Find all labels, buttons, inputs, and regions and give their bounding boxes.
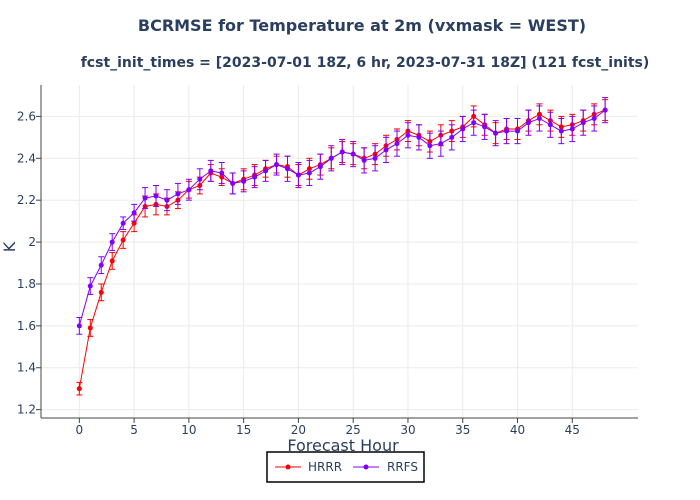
y-tick-label: 1.8 [17,277,36,291]
data-point-rrfs [109,239,115,245]
data-point-rrfs [536,116,542,122]
y-tick-label: 1.2 [17,403,36,417]
data-point-rrfs [317,164,323,170]
x-tick-label: 25 [346,423,361,437]
data-point-rrfs [372,155,378,161]
data-point-rrfs [591,116,597,122]
data-point-rrfs [515,128,521,134]
data-point-rrfs [241,178,247,184]
data-point-rrfs [164,197,170,203]
y-tick-label: 1.6 [17,319,36,333]
data-point-rrfs [295,172,301,178]
y-tick-labels: 1.2 1.4 1.6 1.8 2 2.2 2.4 2.6 [17,109,41,417]
data-point-rrfs [405,132,411,138]
x-tick-label: 30 [400,423,415,437]
data-point-hrrr [131,220,137,226]
y-tick-label: 1.4 [17,361,36,375]
legend-hrrr-marker [285,464,291,470]
data-point-rrfs [416,134,422,140]
x-tick-label: 40 [510,423,525,437]
data-point-rrfs [230,180,236,186]
gridlines [41,85,638,418]
data-point-rrfs [131,210,137,216]
data-point-rrfs [438,141,444,147]
data-point-rrfs [120,220,126,226]
data-point-rrfs [504,128,510,134]
data-point-rrfs [98,262,104,268]
data-point-rrfs [263,168,269,174]
data-point-rrfs [394,141,400,147]
data-point-rrfs [558,128,564,134]
data-point-hrrr [109,258,115,264]
y-axis-label: K [0,241,19,252]
x-tick-label: 45 [565,423,580,437]
x-tick-label: 0 [76,423,84,437]
data-point-rrfs [350,151,356,157]
data-point-rrfs [493,130,499,136]
data-point-rrfs [87,283,93,289]
data-point-hrrr [76,386,82,392]
data-point-rrfs [427,143,433,149]
data-point-rrfs [219,170,225,176]
legend-hrrr-label: HRRR [308,460,342,474]
data-point-rrfs [306,170,312,176]
legend-rrfs-marker [363,464,369,470]
data-point-rrfs [284,166,290,172]
data-point-rrfs [339,149,345,155]
data-point-rrfs [361,157,367,163]
y-tick-label: 2.2 [17,193,36,207]
data-point-rrfs [460,126,466,132]
data-point-rrfs [76,323,82,329]
data-point-hrrr [120,237,126,243]
x-tick-label: 20 [291,423,306,437]
data-point-rrfs [142,195,148,201]
data-point-rrfs [186,187,192,193]
data-point-rrfs [175,191,181,197]
y-tick-label: 2.4 [17,151,36,165]
data-point-rrfs [580,120,586,126]
data-point-rrfs [471,120,477,126]
series-layer [76,97,609,396]
data-point-rrfs [197,176,203,182]
data-point-rrfs [482,124,488,130]
data-point-rrfs [383,147,389,153]
x-tick-label: 35 [455,423,470,437]
series-rrfs [76,97,609,335]
chart-subtitle: fcst_init_times = [2023-07-01 18Z, 6 hr,… [81,55,650,71]
legend: HRRR RRFS [266,451,425,483]
data-point-rrfs [208,168,214,174]
data-point-rrfs [328,155,334,161]
y-tick-label: 2.6 [17,109,36,123]
data-point-hrrr [98,289,104,295]
x-tick-label: 10 [181,423,196,437]
data-point-rrfs [547,122,553,128]
data-point-rrfs [449,134,455,140]
x-axis-label: Forecast Hour [287,436,399,455]
data-point-rrfs [274,162,280,168]
legend-rrfs-label: RRFS [387,460,418,474]
x-tick-label: 15 [236,423,251,437]
chart-title: BCRMSE for Temperature at 2m (vxmask = W… [138,16,586,35]
data-point-rrfs [153,193,159,199]
x-tick-labels: 0 5 10 15 20 25 30 35 40 45 [76,418,580,437]
x-tick-label: 5 [130,423,138,437]
data-point-rrfs [569,126,575,132]
data-point-rrfs [252,174,258,180]
data-point-hrrr [87,325,93,331]
y-tick-label: 2 [28,235,36,249]
data-point-rrfs [525,120,531,126]
data-point-rrfs [602,107,608,113]
